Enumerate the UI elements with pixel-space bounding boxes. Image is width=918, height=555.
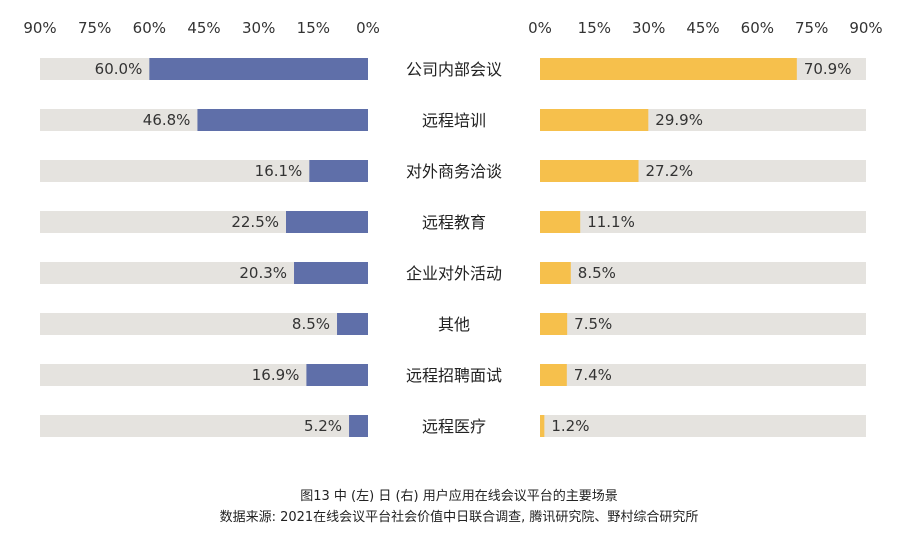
mirror-bar-chart: 90% 75% 60% 45% 30% 15% 0% 0% 15% 30% 45% 60% 75% 90%…: [23, 19, 883, 437]
right-axis-tick-label: 0%: [528, 19, 552, 37]
left-bar: [337, 313, 368, 335]
right-bar-track: [540, 211, 866, 233]
left-axis-tick-label: 30%: [242, 19, 275, 37]
left-axis-tick-label: 15%: [297, 19, 330, 37]
right-bar: [540, 415, 545, 437]
left-bar: [306, 364, 368, 386]
right-axis-tick-label: 15%: [578, 19, 611, 37]
right-bar-track: [540, 313, 866, 335]
left-bar-value-label: 22.5%: [231, 213, 279, 231]
left-bar: [197, 109, 368, 131]
right-bar-track: [540, 364, 866, 386]
left-bar-value-label: 5.2%: [304, 417, 342, 435]
category-label: 对外商务洽谈: [406, 162, 502, 181]
right-axis-tick-label: 30%: [632, 19, 665, 37]
right-bar: [540, 160, 639, 182]
left-bar: [294, 262, 368, 284]
left-bar: [309, 160, 368, 182]
left-bar-track: [40, 415, 368, 437]
left-bar-value-label: 20.3%: [239, 264, 287, 282]
right-bar-value-label: 7.5%: [574, 315, 612, 333]
right-bar-value-label: 1.2%: [551, 417, 589, 435]
left-axis-tick-label: 0%: [356, 19, 380, 37]
left-bar-track: [40, 262, 368, 284]
left-bar-value-label: 8.5%: [292, 315, 330, 333]
category-label: 远程招聘面试: [406, 366, 502, 385]
left-bar-value-label: 16.9%: [252, 366, 300, 384]
left-axis-tick-label: 45%: [187, 19, 220, 37]
left-axis-tick-label: 60%: [133, 19, 166, 37]
right-bar-value-label: 27.2%: [646, 162, 694, 180]
left-bar-value-label: 46.8%: [143, 111, 191, 129]
right-axis-tick-label: 60%: [741, 19, 774, 37]
left-axis-tick-label: 90%: [23, 19, 56, 37]
category-label: 远程教育: [422, 213, 486, 232]
category-label: 公司内部会议: [406, 60, 502, 79]
right-bar-value-label: 70.9%: [804, 60, 852, 78]
right-bar: [540, 211, 581, 233]
right-bar-value-label: 11.1%: [587, 213, 635, 231]
right-bar-value-label: 7.4%: [574, 366, 612, 384]
right-bar-value-label: 29.9%: [655, 111, 703, 129]
category-label: 远程培训: [422, 111, 486, 130]
right-bar-value-label: 8.5%: [578, 264, 616, 282]
left-bar: [149, 58, 368, 80]
right-bar-track: [540, 262, 866, 284]
category-label: 其他: [438, 315, 470, 334]
category-label: 远程医疗: [422, 417, 486, 436]
left-bar-value-label: 60.0%: [95, 60, 143, 78]
right-axis-tick-label: 45%: [686, 19, 719, 37]
left-bar-track: [40, 160, 368, 182]
right-axis-tick-label: 90%: [849, 19, 882, 37]
left-bar-value-label: 16.1%: [255, 162, 303, 180]
figure-caption: 图13 中 (左) 日 (右) 用户应用在线会议平台的主要场景: [300, 489, 618, 504]
right-bar: [540, 364, 567, 386]
left-axis-tick-label: 75%: [78, 19, 111, 37]
left-bar-track: [40, 364, 368, 386]
right-bar: [540, 262, 571, 284]
figure-source: 数据来源: 2021在线会议平台社会价值中日联合调查, 腾讯研究院、野村综合研究…: [219, 510, 699, 525]
right-bar: [540, 58, 797, 80]
left-bar: [286, 211, 368, 233]
right-axis-tick-label: 75%: [795, 19, 828, 37]
left-bar-track: [40, 313, 368, 335]
right-bar: [540, 313, 568, 335]
category-label: 企业对外活动: [406, 264, 502, 283]
right-bar-track: [540, 415, 866, 437]
right-bar: [540, 109, 649, 131]
left-bar: [349, 415, 368, 437]
